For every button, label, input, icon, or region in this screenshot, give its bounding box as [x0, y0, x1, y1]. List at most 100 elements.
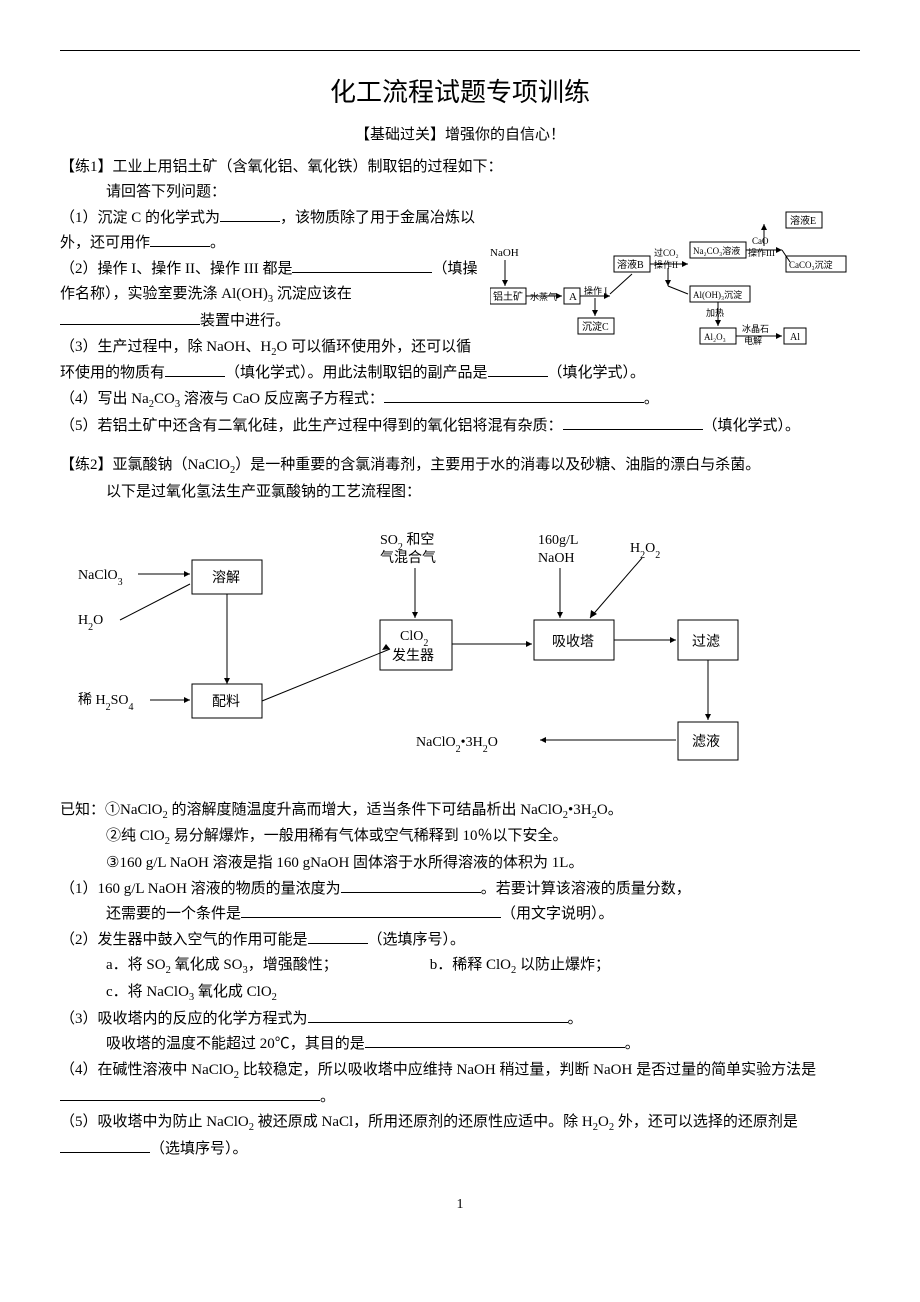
- svg-text:过CO₂: 过CO₂: [654, 247, 679, 258]
- main-title: 化工流程试题专项训练: [60, 71, 860, 115]
- opt-b: b．稀释 ClO2 以防止爆炸；: [430, 957, 610, 973]
- blank[interactable]: [384, 387, 644, 403]
- blank[interactable]: [220, 206, 280, 222]
- question-1: 【练1】工业上用铝土矿（含氧化铝、氧化铁）制取铝的过程如下： 请回答下列问题： …: [60, 155, 860, 440]
- svg-text:电解: 电解: [744, 335, 762, 346]
- q1-p4a2: CO: [154, 391, 175, 407]
- t: （1）160 g/L NaOH 溶液的物质的量浓度为: [60, 881, 341, 897]
- svg-text:溶解: 溶解: [212, 570, 240, 586]
- svg-text:吸收塔: 吸收塔: [552, 634, 594, 650]
- blank[interactable]: [60, 309, 200, 325]
- blank[interactable]: [308, 1007, 568, 1023]
- blank[interactable]: [365, 1032, 625, 1048]
- svg-text:NaClO2•3H2O: NaClO2•3H2O: [416, 735, 498, 755]
- q2-k2: ②纯 ClO2 易分解爆炸，一般用稀有气体或空气稀释到 10％以下安全。: [60, 824, 860, 851]
- blank[interactable]: [60, 1085, 320, 1101]
- t: 以防止爆炸；: [516, 957, 610, 973]
- t: 氧化成 ClO: [194, 984, 272, 1000]
- svg-text:滤液: 滤液: [692, 734, 720, 750]
- blank[interactable]: [165, 361, 225, 377]
- t: b．稀释 ClO: [430, 957, 511, 973]
- blank[interactable]: [308, 928, 368, 944]
- svg-text:Al(OH)₃沉淀: Al(OH)₃沉淀: [693, 289, 742, 300]
- q1-flowchart: NaOH 铝土矿 水蒸气 A 操作 I: [490, 206, 860, 356]
- blank[interactable]: [563, 414, 703, 430]
- q1-p3c: （填化学式）。: [548, 365, 646, 381]
- t: O。: [597, 802, 623, 818]
- q1-p5: （5）若铝土矿中还含有二氧化硅，此生产过程中得到的氧化铝将混有杂质：（填化学式）…: [60, 414, 860, 440]
- page-number: 1: [60, 1193, 860, 1217]
- t: （2）发生器中鼓入空气的作用可能是: [60, 932, 308, 948]
- svg-text:ClO2: ClO2: [400, 629, 428, 649]
- svg-text:H2O: H2O: [78, 613, 103, 633]
- svg-text:NaClO3: NaClO3: [78, 568, 123, 588]
- t: 。: [568, 1011, 583, 1027]
- q1-head: 【练1】工业上用铝土矿（含氧化铝、氧化铁）制取铝的过程如下：: [60, 155, 860, 181]
- q2-head3: 以下是过氧化氢法生产亚氯酸钠的工艺流程图：: [60, 480, 860, 506]
- known-label: 已知：: [60, 802, 105, 818]
- q2-p5: （5）吸收塔中为防止 NaClO2 被还原成 NaCl，所用还原剂的还原性应适中…: [60, 1110, 860, 1162]
- q2-flowchart: NaClO3 H2O 稀 H2SO4 溶解 配料 SO2 和空 气混合气: [60, 524, 860, 784]
- svg-text:沉淀C: 沉淀C: [582, 320, 609, 333]
- svg-text:加热: 加热: [706, 307, 724, 318]
- svg-text:NaOH: NaOH: [538, 551, 575, 566]
- q1-prompt: 请回答下列问题：: [60, 180, 860, 206]
- q1-p2c: 沉淀应该在: [273, 286, 352, 302]
- q1-p4b: 。: [644, 391, 659, 407]
- blank[interactable]: [341, 877, 481, 893]
- q2-p3: （3）吸收塔内的反应的化学方程式为 。: [60, 1007, 860, 1033]
- q2-known: 已知：①NaClO2 的溶解度随温度升高而增大，适当条件下可结晶析出 NaClO…: [60, 798, 860, 825]
- q1-p1c: 。: [210, 235, 225, 251]
- q1-p1a: （1）沉淀 C 的化学式为: [60, 210, 220, 226]
- svg-text:铝土矿: 铝土矿: [493, 290, 523, 303]
- t: •3H: [568, 802, 592, 818]
- t: 。: [625, 1036, 640, 1052]
- t: O: [598, 1114, 609, 1130]
- t: 比较稳定，所以吸收塔中应维持 NaOH 稍过量，判断 NaOH 是否过量的简单实…: [239, 1062, 816, 1078]
- svg-text:Al₂O₃: Al₂O₃: [704, 332, 726, 342]
- t: （3）吸收塔内的反应的化学方程式为: [60, 1011, 308, 1027]
- q1-p2d: 装置中进行。: [200, 313, 290, 329]
- q1-body: NaOH 铝土矿 水蒸气 A 操作 I: [60, 206, 860, 440]
- svg-text:Al: Al: [790, 332, 800, 343]
- t: ）是一种重要的含氯消毒剂，主要用于水的消毒以及砂糖、油脂的漂白与杀菌。: [235, 457, 760, 473]
- blank[interactable]: [60, 1137, 150, 1153]
- svg-text:气混合气: 气混合气: [380, 550, 436, 566]
- t: 【练2】亚氯酸钠（NaClO: [60, 457, 230, 473]
- t: 还需要的一个条件是: [106, 906, 241, 922]
- blank[interactable]: [150, 231, 210, 247]
- t: 外，还可以选择的还原剂是: [614, 1114, 798, 1130]
- svg-text:发生器: 发生器: [392, 648, 434, 664]
- t: （选填序号）。: [150, 1141, 248, 1157]
- q1-p4a3: 溶液与 CaO 反应离子方程式：: [180, 391, 384, 407]
- svg-text:过滤: 过滤: [692, 634, 720, 650]
- q1-p2a: （2）操作 I、操作 II、操作 III 都是: [60, 261, 292, 277]
- svg-text:溶液E: 溶液E: [790, 214, 816, 227]
- q1-p3b: （填化学式）。用此法制取铝的副产品是: [225, 365, 488, 381]
- t: 被还原成 NaCl，所用还原剂的还原性应适中。除 H: [254, 1114, 593, 1130]
- t: ②纯 ClO: [106, 828, 165, 844]
- t: 的溶解度随温度升高而增大，适当条件下可结晶析出 NaClO: [168, 802, 563, 818]
- svg-text:配料: 配料: [212, 694, 240, 710]
- q1-p5b: （填化学式）。: [703, 418, 801, 434]
- question-2: 【练2】亚氯酸钠（NaClO 2 ）是一种重要的含氯消毒剂，主要用于水的消毒以及砂糖…: [60, 453, 860, 1162]
- q2-p1c: 还需要的一个条件是 （用文字说明）。: [60, 902, 860, 928]
- svg-text:A: A: [569, 291, 577, 303]
- t: 氧化成 SO: [171, 957, 243, 973]
- svg-text:NaOH: NaOH: [490, 247, 519, 259]
- q2-p3c: 吸收塔的温度不能超过 20℃，其目的是。: [60, 1032, 860, 1058]
- opt-c: c．将 NaClO3 氧化成 ClO2: [106, 984, 277, 1000]
- blank[interactable]: [241, 902, 501, 918]
- svg-text:稀 H2SO4: 稀 H2SO4: [78, 692, 134, 713]
- t: （用文字说明）。: [501, 906, 614, 922]
- q1-p4: （4）写出 Na2CO3 溶液与 CaO 反应离子方程式：。: [60, 387, 860, 414]
- t: （5）吸收塔中为防止 NaClO: [60, 1114, 249, 1130]
- sub: 2: [272, 992, 277, 1003]
- blank[interactable]: [488, 361, 548, 377]
- svg-text:160g/L: 160g/L: [538, 533, 578, 548]
- blank[interactable]: [292, 257, 432, 273]
- q2-p1: （1）160 g/L NaOH 溶液的物质的量浓度为。若要计算该溶液的质量分数，: [60, 877, 860, 903]
- q2-p4: （4）在碱性溶液中 NaClO2 比较稳定，所以吸收塔中应维持 NaOH 稍过量…: [60, 1058, 860, 1110]
- svg-text:Na₂CO₃溶液: Na₂CO₃溶液: [693, 245, 740, 256]
- q2-opts: a．将 SO2 氧化成 SO3，增强酸性； b．稀释 ClO2 以防止爆炸； c…: [60, 953, 860, 1007]
